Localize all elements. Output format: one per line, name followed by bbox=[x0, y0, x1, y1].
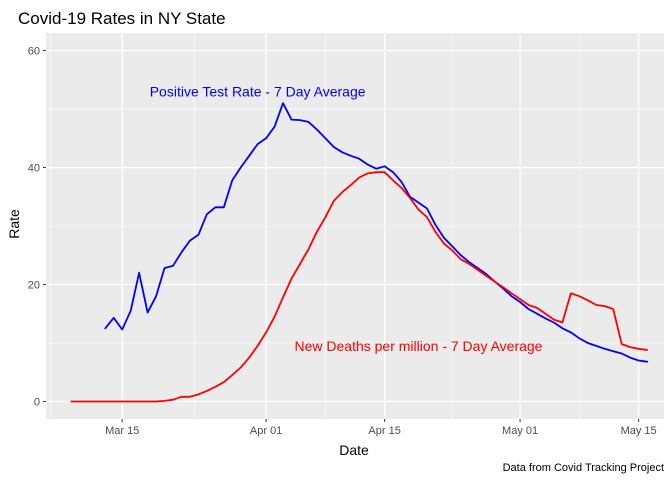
minor-gridlines bbox=[46, 33, 664, 419]
chart-title: Covid-19 Rates in NY State bbox=[18, 9, 226, 28]
y-tick-label: 60 bbox=[28, 46, 40, 58]
series-line-1 bbox=[70, 171, 648, 403]
x-tick-label: Apr 15 bbox=[368, 425, 400, 437]
x-tick-label: Mar 15 bbox=[105, 425, 139, 437]
y-tick-label: 20 bbox=[28, 279, 40, 291]
series-annotations: Positive Test Rate - 7 Day Average New De… bbox=[150, 83, 543, 353]
series-lines bbox=[70, 102, 648, 403]
x-tick-label: Apr 01 bbox=[250, 425, 282, 437]
y-axis-title: Rate bbox=[6, 209, 22, 239]
axis-ticks: Mar 15 Apr 01 Apr 15 May 01 May 15 0 20 40 60 bbox=[28, 46, 657, 437]
series-annotation-1: New Deaths per million - 7 Day Average bbox=[295, 338, 543, 354]
y-tick-label: 40 bbox=[28, 163, 40, 175]
series-line-0 bbox=[104, 102, 648, 363]
x-tick-label: May 15 bbox=[621, 425, 657, 437]
x-tick-label: May 01 bbox=[502, 425, 538, 437]
chart-caption: Data from Covid Tracking Project bbox=[503, 462, 664, 474]
series-annotation-0: Positive Test Rate - 7 Day Average bbox=[150, 83, 366, 99]
y-tick-label: 0 bbox=[34, 396, 40, 408]
x-axis-title: Date bbox=[339, 442, 369, 458]
